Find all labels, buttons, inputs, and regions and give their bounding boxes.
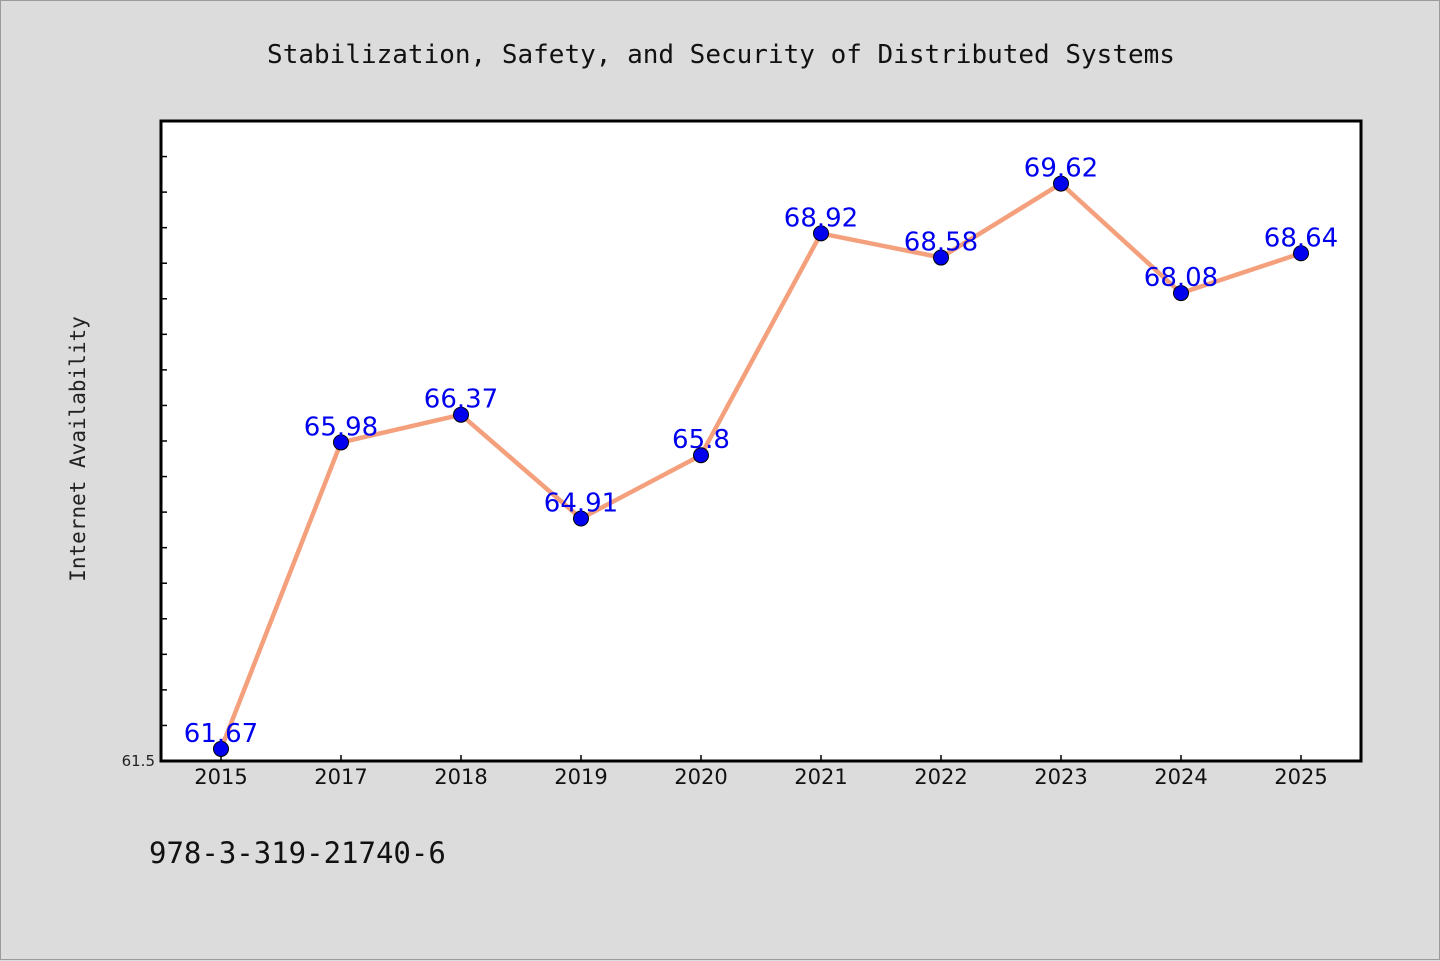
data-point-marker — [1053, 175, 1069, 192]
x-tick-label: 2025 — [1274, 765, 1327, 789]
x-tick-label: 2015 — [194, 765, 247, 789]
x-tick-label: 2024 — [1154, 765, 1207, 789]
chart-title: Stabilization, Safety, and Security of D… — [267, 40, 1175, 70]
x-tick-label: 2022 — [914, 765, 967, 789]
series-layer — [218, 181, 1304, 752]
x-tick-label: 2023 — [1034, 765, 1087, 789]
data-point-label: 66.37 — [424, 385, 498, 415]
data-point-marker — [813, 225, 829, 242]
data-point-marker — [213, 740, 229, 757]
data-point-marker — [933, 249, 949, 266]
series-line — [218, 181, 1304, 752]
data-point-label: 68.08 — [1144, 263, 1218, 293]
data-point-label: 68.58 — [904, 228, 978, 258]
plot-area — [159, 119, 1363, 763]
x-tick-label: 2020 — [674, 765, 727, 789]
x-tick-label: 2019 — [554, 765, 607, 789]
data-point-marker — [573, 510, 589, 527]
x-tick-label: 2018 — [434, 765, 487, 789]
data-point-label: 69.62 — [1024, 154, 1098, 184]
data-point-label: 64.91 — [544, 489, 618, 519]
x-tick-label: 2017 — [314, 765, 367, 789]
data-point-label: 65.8 — [672, 425, 730, 455]
data-point-label: 61.67 — [184, 719, 258, 749]
data-point-marker — [333, 434, 349, 451]
data-point-label: 68.92 — [784, 203, 858, 233]
data-point-marker — [693, 447, 709, 464]
y-axis-ticks: 61.5 — [122, 120, 167, 770]
y-tick-label: 61.5 — [122, 752, 155, 770]
data-point-marker — [1173, 285, 1189, 302]
isbn-footer: 978-3-319-21740-6 — [149, 836, 446, 870]
data-point-marker — [453, 406, 469, 423]
data-point-label: 65.98 — [304, 412, 378, 442]
x-axis-ticks: 2015 2017 2018 2019 2020 2021 2022 2023 2024 2025 — [194, 755, 1328, 789]
markers-layer — [213, 175, 1309, 757]
data-point-label: 68.64 — [1264, 223, 1338, 253]
y-axis-label: Internet Availability — [66, 316, 90, 582]
data-labels-layer: 61.67 65.98 66.37 64.91 65.8 68.92 68.58 69.62 6… — [184, 154, 1338, 749]
x-tick-label: 2021 — [794, 765, 847, 789]
data-point-marker — [1293, 245, 1309, 262]
